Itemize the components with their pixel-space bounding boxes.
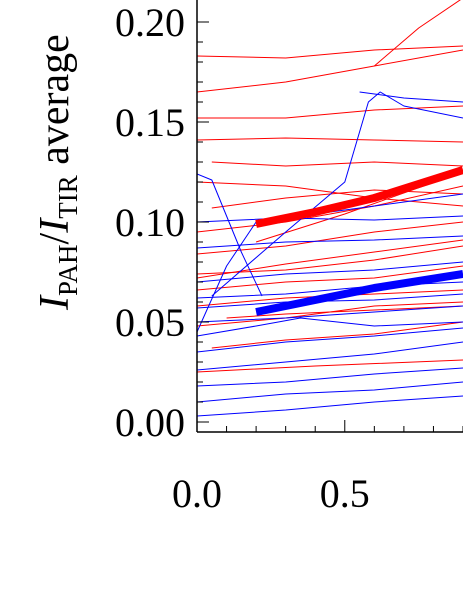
series-line-15 [211,321,463,349]
y-tick-label: 0.05 [115,300,185,345]
y-axis-title-part: TIR [53,175,83,219]
y-tick-label: 0.00 [115,400,185,445]
series-line-1 [255,270,463,316]
series-line-25 [197,235,463,249]
plot-lines [197,0,463,417]
y-tick-label: 0.20 [115,0,185,45]
series-line-24 [197,215,463,223]
series-line-29 [197,317,463,337]
y-axis-title-text: IPAH/ITIR average [32,34,83,311]
series-line-21 [211,91,463,297]
series-line-32 [197,367,463,387]
y-tick-label: 0.10 [115,200,185,245]
y-axis-title-part: I [32,217,78,234]
tick-labels: 0.00 0.05 0.10 0.15 0.20 0.0 0.5 [115,0,370,516]
y-axis-title-part: average [32,34,78,175]
series-line-12 [197,265,463,291]
series-line-6 [211,161,463,167]
y-tick-label: 0.15 [115,100,185,145]
series-line-5 [197,137,463,143]
series-line-34 [197,395,463,417]
series-line-20 [373,0,461,67]
series-line-22 [197,193,463,333]
series-line-4 [197,105,463,119]
series-line-0 [255,166,463,228]
series-line-26 [197,261,463,283]
series-line-30 [197,327,463,353]
series-line-10 [197,221,463,255]
y-axis-title-part: PAH [53,244,83,296]
series-line-19 [226,305,463,319]
series-line-36 [359,91,463,103]
series-line-11 [197,245,463,275]
series-line-23 [197,173,263,297]
y-axis-title-part: I [32,294,78,311]
axes [196,0,463,433]
y-axis-title-part: / [32,232,78,244]
series-line-7 [197,181,463,207]
series-line-3 [197,49,463,93]
series-line-9 [197,185,463,233]
series-line-33 [197,381,463,403]
series-line-28 [197,305,463,323]
y-axis-title: IPAH/ITIR average [32,34,83,311]
series-line-31 [197,341,463,371]
x-tick-label: 0.0 [172,471,222,516]
series-line-2 [197,45,463,59]
x-tick-label: 0.5 [320,471,370,516]
series-line-16 [197,359,463,373]
